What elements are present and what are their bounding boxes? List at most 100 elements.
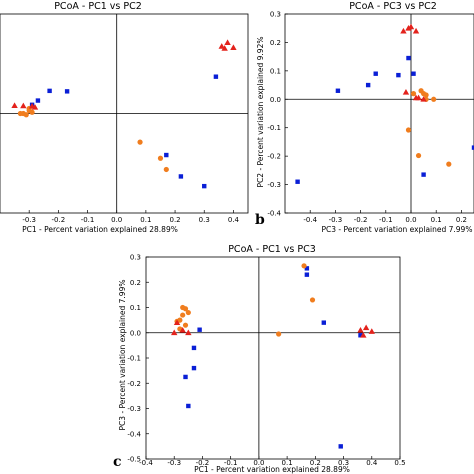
panel-c-triangle-point	[357, 327, 364, 333]
panel-c-square-point	[358, 333, 363, 338]
panel-b-xtick-label: 0.1	[431, 216, 442, 224]
panel-b: PCoA - PC3 vs PC2 PC3 - Percent variatio…	[255, 1, 474, 234]
panel-b-triangle-point	[420, 96, 427, 102]
panel-a-square-point	[202, 183, 207, 189]
panel-c-circle-point	[309, 297, 316, 303]
panel-c-ytick-label: 0.0	[130, 329, 141, 337]
panel-b-xtick-label: -0.2	[354, 216, 368, 224]
panel-b-circle-point	[410, 91, 417, 97]
panel-b-xlabel: PC3 - Percent variation explained 7.99%	[322, 225, 473, 234]
panel-c-triangle-point	[179, 327, 186, 333]
panel-c-circle-point	[301, 263, 307, 269]
panel-b-square-point	[406, 55, 411, 61]
panel-a-circle-point	[29, 109, 35, 115]
panel-c-circle-point	[180, 312, 186, 318]
panel-c-xtick-label: 0.5	[394, 459, 405, 467]
panel-c-ytick-label: -0.1	[127, 355, 141, 363]
panel-a-circle-point	[137, 139, 143, 145]
panel-b-ytick-label: -0.2	[267, 153, 281, 161]
panel-b-xtick-label: 0.0	[405, 216, 416, 224]
panel-c-plot: -0.4 -0.3 -0.2 -0.1 0.0 0.1 0.2 0.3 0.4 0.5-0.5-0…	[127, 254, 405, 468]
panel-b-xtick-label: 0.2	[456, 216, 467, 224]
panel-b-ylabel: PC2 - Percent variation explained 9.92%	[256, 37, 265, 188]
panel-a-xtick-label: -0.1	[81, 216, 95, 224]
panel-b-ytick-label: 0.3	[270, 11, 281, 19]
panel-c-xtick-label: 0.4	[366, 459, 378, 467]
panel-b-square-point	[373, 71, 378, 76]
panel-a-triangle-point	[224, 39, 231, 46]
panel-b-circle-point	[421, 91, 427, 97]
panel-a-plot: -0.3 -0.2 -0.1 0.0 0.1 0.2 0.3 0.4	[0, 13, 249, 224]
panel-c: PCoA - PC1 vs PC3 PC1 - Percent variatio…	[113, 244, 406, 474]
panel-c-square-point	[304, 266, 310, 271]
panel-c-square-point	[191, 345, 197, 351]
panel-b-title: PCoA - PC3 vs PC2	[349, 1, 437, 12]
panel-c-square-point	[191, 365, 197, 371]
panel-a-xtick-label: 0.3	[199, 216, 210, 224]
panel-c-xtick-label: -0.1	[224, 459, 238, 467]
panel-a-triangle-point	[20, 102, 27, 109]
panel-b-ytick-label: 0.0	[270, 96, 281, 104]
panel-b-ytick-label: 0.1	[270, 67, 281, 75]
panel-a-xlabel: PC1 - Percent variation explained 28.89%	[22, 225, 178, 234]
panel-c-square-point	[321, 320, 326, 325]
panel-c-circle-point	[182, 322, 189, 328]
panel-a-triangle-point	[218, 43, 225, 49]
panel-a-title: PCoA - PC1 vs PC2	[54, 1, 142, 12]
panel-c-circle-point	[182, 306, 189, 312]
panel-c-square-point	[338, 444, 343, 449]
panel-b-triangle-point	[402, 88, 410, 95]
panel-b-circle-point	[415, 152, 422, 159]
panel-c-ytick-label: -0.5	[127, 456, 141, 464]
panel-c-square-point	[197, 327, 202, 332]
panel-a-triangle-point	[31, 104, 39, 110]
panel-c-triangle-point	[185, 329, 192, 336]
panel-b-ytick-label: -0.3	[267, 181, 281, 189]
panel-c-xtick-label: 0.2	[310, 459, 321, 467]
panel-c-square-point	[304, 272, 310, 277]
panel-c-circle-point	[276, 331, 282, 337]
panel-a-xtick-label: 0.1	[140, 216, 151, 224]
panel-b-circle-point	[446, 161, 452, 167]
panel-a-triangle-point	[11, 102, 18, 108]
panel-b-triangle-point	[412, 27, 420, 34]
panel-c-ytick-label: -0.3	[127, 405, 141, 413]
panel-c-xlabel: PC1 - Percent variation explained 28.89%	[194, 465, 350, 474]
panel-b-ytick-label: 0.2	[270, 39, 281, 47]
panel-c-square-point	[183, 374, 188, 380]
panel-c-triangle-point	[362, 324, 370, 331]
panel-b-square-point	[471, 145, 474, 150]
panel-c-xtick-label: 0.0	[253, 459, 264, 467]
panel-b-triangle-point	[405, 25, 412, 31]
panel-b-plot: -0.4 -0.3 -0.2 -0.1 0.0 0.1 0.2 -0.4 -0.3 -0.2 -0.…	[267, 11, 474, 224]
panel-a-xtick-label: 0.0	[111, 216, 122, 224]
panel-b-square-point	[335, 88, 341, 93]
panel-c-triangle-point	[360, 332, 367, 338]
panel-a-xtick-label: 0.2	[169, 216, 180, 224]
panel-c-ytick-label: -0.4	[127, 430, 141, 438]
panel-a-triangle-point	[230, 44, 237, 50]
panel-b-square-point	[421, 172, 426, 177]
panel-a-square-point	[164, 152, 169, 158]
panel-b-xtick-label: -0.3	[329, 216, 343, 224]
panel-a-circle-point	[163, 166, 169, 173]
panel-b-square-point	[411, 71, 416, 76]
panel-b-square-point	[365, 82, 371, 88]
panel-c-triangle-point	[171, 329, 178, 336]
panel-a-square-point	[64, 89, 70, 94]
panel-c-title: PCoA - PC1 vs PC3	[228, 244, 316, 255]
panel-c-xtick-label: -0.2	[196, 459, 210, 467]
panel-c-circle-point	[185, 309, 191, 316]
panel-b-triangle-point	[407, 23, 415, 30]
panel-b-frame	[284, 13, 474, 214]
panel-a-triangle-point	[221, 45, 228, 51]
panel-b-square-point	[295, 179, 300, 184]
panel-a-xtick-label: -0.2	[52, 216, 66, 224]
panel-b-ytick-label: -0.4	[267, 210, 281, 218]
panel-a-square-point	[35, 98, 41, 103]
panel-b-triangle-point	[415, 94, 422, 101]
panel-b-xtick-label: -0.1	[379, 216, 393, 224]
panel-c-xtick-label: 0.1	[282, 459, 293, 467]
panel-c-ytick-label: 0.1	[130, 304, 141, 312]
panel-a-xtick-label: 0.4	[228, 216, 240, 224]
